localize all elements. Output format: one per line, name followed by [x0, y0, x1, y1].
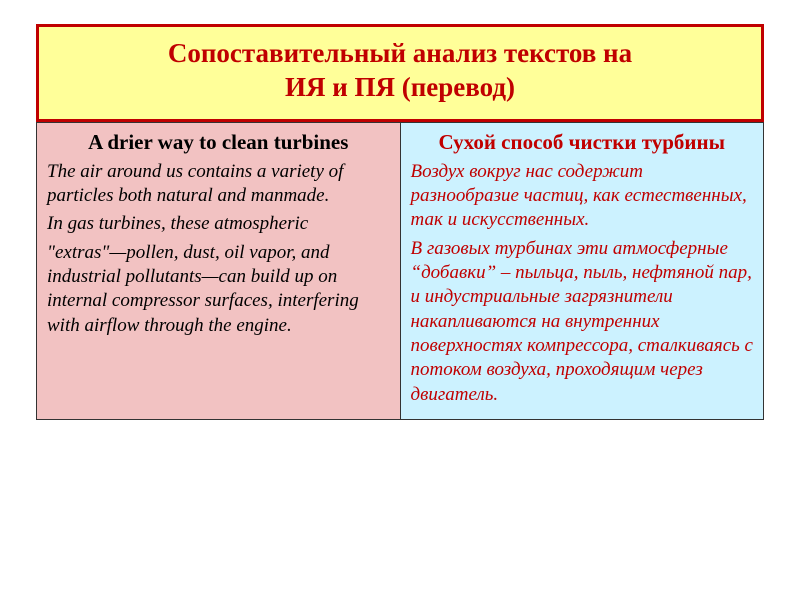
column-right: Сухой способ чистки турбины Воздух вокру… — [400, 122, 765, 420]
column-right-heading: Сухой способ чистки турбины — [411, 129, 754, 156]
title-line-1: Сопоставительный анализ текстов на — [168, 38, 632, 68]
column-left-body: The air around us contains a variety of … — [47, 160, 390, 338]
columns: A drier way to clean turbines The air ar… — [36, 122, 764, 420]
column-left-heading: A drier way to clean turbines — [47, 129, 390, 156]
column-left: A drier way to clean turbines The air ar… — [36, 122, 400, 420]
slide: Сопоставительный анализ текстов на ИЯ и … — [0, 0, 800, 600]
title-line-2: ИЯ и ПЯ (перевод) — [285, 72, 515, 102]
title-box: Сопоставительный анализ текстов на ИЯ и … — [36, 24, 764, 122]
slide-title: Сопоставительный анализ текстов на ИЯ и … — [59, 37, 741, 105]
column-right-body: Воздух вокруг нас содержит разнообразие … — [411, 160, 754, 407]
